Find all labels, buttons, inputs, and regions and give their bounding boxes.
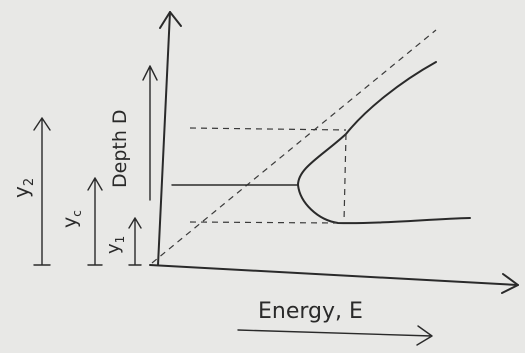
y2-sub: 2	[22, 178, 37, 186]
yc-base: y	[59, 217, 81, 228]
yc-sub: c	[70, 210, 84, 217]
diagram: Depth D Energy, E y2 yc y1	[0, 0, 525, 353]
y2-base: y	[9, 186, 33, 198]
energy-label: Energy, E	[258, 299, 363, 324]
y1-sub: 1	[113, 236, 127, 244]
y1-base: y	[103, 243, 124, 254]
depth-label: Depth D	[109, 109, 131, 188]
